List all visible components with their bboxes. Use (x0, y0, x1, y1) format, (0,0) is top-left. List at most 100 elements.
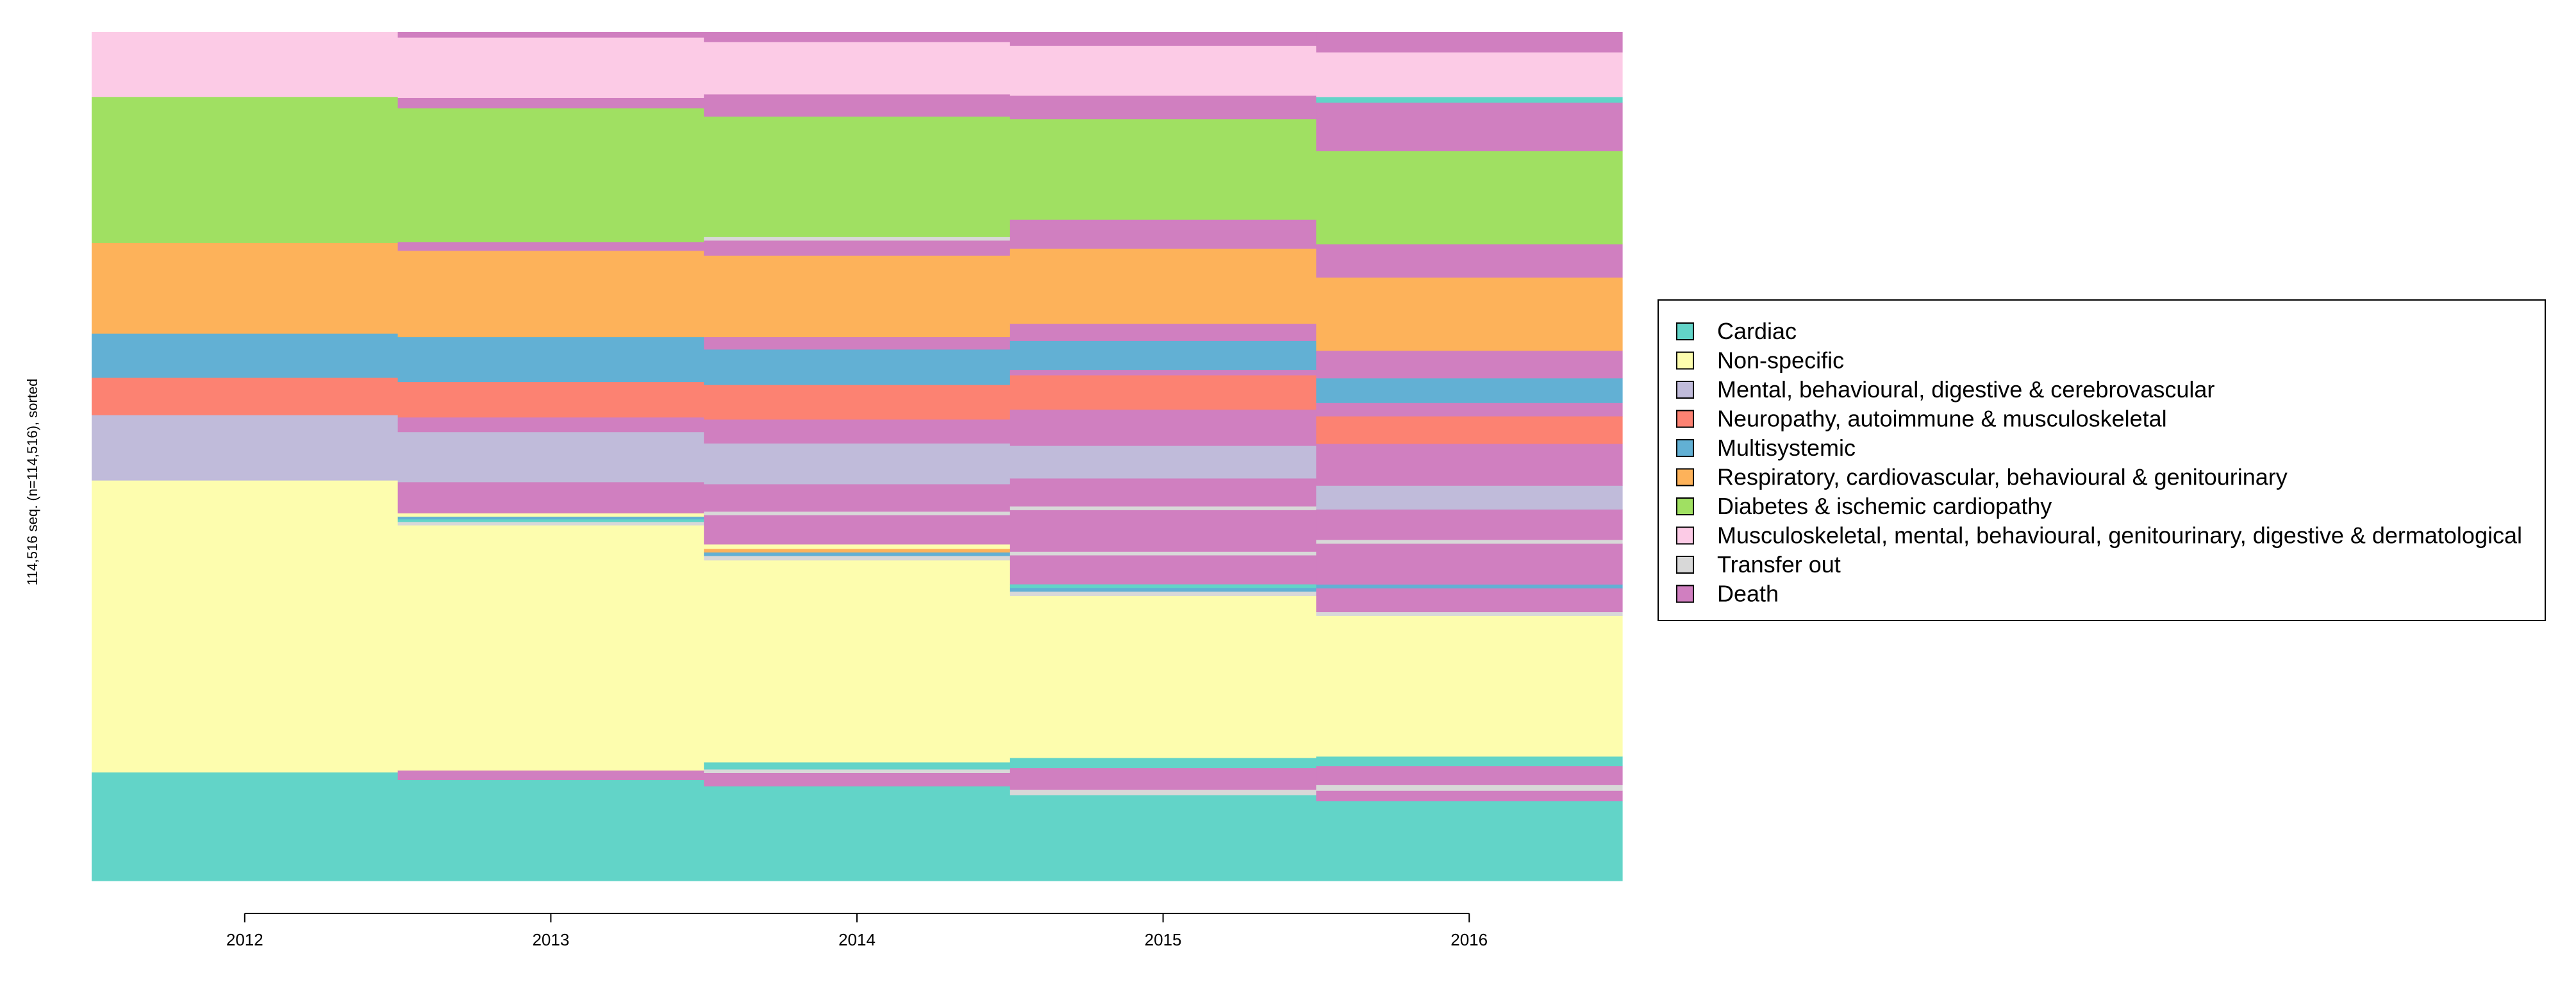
state-block-2015-19 (1010, 248, 1317, 324)
state-block-2016-3 (1316, 765, 1623, 785)
state-block-2016-21 (1316, 102, 1623, 151)
state-block-2015-5 (1010, 591, 1317, 596)
x-tick-label-2016: 2016 (1450, 930, 1488, 949)
state-block-2016-19 (1316, 244, 1623, 278)
x-tick-label-2012: 2012 (226, 930, 263, 949)
state-block-2014-22 (704, 42, 1011, 95)
x-tick-label-2015: 2015 (1145, 930, 1182, 949)
state-block-2015-20 (1010, 219, 1317, 249)
state-block-2013-9 (397, 417, 704, 433)
state-block-2013-15 (397, 97, 704, 109)
state-block-2016-0 (1316, 801, 1623, 881)
state-block-2016-17 (1316, 350, 1623, 379)
state-block-2012-7 (92, 32, 399, 97)
state-block-2016-8 (1316, 584, 1623, 588)
state-block-2016-15 (1316, 403, 1623, 417)
state-block-2016-22 (1316, 96, 1623, 103)
legend-swatch (1676, 410, 1694, 428)
state-block-2015-18 (1010, 323, 1317, 341)
state-block-2013-1 (397, 770, 704, 781)
state-block-2014-12 (704, 443, 1011, 485)
legend-swatch (1676, 439, 1694, 457)
state-block-2016-7 (1316, 588, 1623, 613)
state-block-2015-8 (1010, 554, 1317, 585)
state-block-2016-9 (1316, 543, 1623, 585)
state-block-2016-24 (1316, 32, 1623, 53)
state-block-2015-22 (1010, 95, 1317, 120)
state-block-2015-14 (1010, 409, 1317, 446)
state-block-2014-0 (704, 786, 1011, 881)
state-block-2014-18 (704, 240, 1011, 256)
state-block-2016-2 (1316, 785, 1623, 791)
state-block-2014-8 (704, 544, 1011, 549)
x-tick-label-2013: 2013 (532, 930, 569, 949)
state-block-2013-2 (397, 525, 704, 771)
y-axis-label: 114,516 seq. (n=114,516), sorted (24, 379, 40, 586)
state-block-2014-15 (704, 349, 1011, 385)
state-block-2012-3 (92, 377, 399, 415)
state-block-2015-24 (1010, 32, 1317, 46)
legend-label: Respiratory, cardiovascular, behavioural… (1717, 464, 2288, 490)
legend-label: Mental, behavioural, digestive & cerebro… (1717, 376, 2215, 403)
legend-swatch (1676, 468, 1694, 487)
state-block-2015-12 (1010, 478, 1317, 507)
state-block-2015-6 (1010, 587, 1317, 592)
legend-swatch (1676, 381, 1694, 399)
state-block-2015-9 (1010, 551, 1317, 556)
state-block-2013-6 (397, 513, 704, 517)
state-block-2014-19 (704, 237, 1011, 241)
state-block-2015-23 (1010, 46, 1317, 96)
state-block-2016-6 (1316, 612, 1623, 616)
state-block-2015-0 (1010, 794, 1317, 881)
state-block-2016-18 (1316, 277, 1623, 351)
state-block-2015-3 (1010, 758, 1317, 769)
state-block-2013-13 (397, 242, 704, 251)
legend-swatch (1676, 497, 1694, 515)
state-block-2014-10 (704, 511, 1011, 515)
state-block-2013-14 (397, 108, 704, 242)
state-block-2013-11 (397, 337, 704, 383)
legend-box (1658, 299, 2546, 621)
state-block-2016-20 (1316, 151, 1623, 245)
legend-swatch (1676, 322, 1694, 340)
state-block-2014-9 (704, 515, 1011, 545)
x-tick-label-2014: 2014 (838, 930, 876, 949)
legend-swatch (1676, 351, 1694, 370)
legend-swatch (1676, 556, 1694, 574)
state-block-2014-14 (704, 385, 1011, 420)
legend-label: Non-specific (1717, 347, 1844, 374)
state-block-2015-21 (1010, 119, 1317, 220)
state-block-2012-4 (92, 333, 399, 378)
state-block-2014-21 (704, 94, 1011, 117)
state-block-2014-7 (704, 548, 1011, 553)
state-block-2014-6 (704, 552, 1011, 556)
state-block-2015-15 (1010, 374, 1317, 410)
state-block-2012-1 (92, 480, 399, 773)
state-block-2013-12 (397, 250, 704, 338)
state-block-2014-16 (704, 337, 1011, 350)
state-block-2013-8 (397, 431, 704, 483)
legend-label: Musculoskeletal, mental, behavioural, ge… (1717, 522, 2522, 549)
state-block-2014-5 (704, 555, 1011, 561)
state-block-2013-7 (397, 481, 704, 513)
state-block-2013-3 (397, 521, 704, 526)
state-block-2014-3 (704, 761, 1011, 770)
legend-label: Multisystemic (1717, 435, 1856, 461)
state-block-2014-17 (704, 255, 1011, 338)
state-block-2012-5 (92, 242, 399, 334)
legend-label: Death (1717, 581, 1779, 607)
legend-swatch (1676, 585, 1694, 603)
state-block-2016-16 (1316, 378, 1623, 403)
state-block-2015-10 (1010, 510, 1317, 552)
state-block-2013-4 (397, 519, 704, 522)
state-block-2013-10 (397, 381, 704, 418)
state-block-2016-12 (1316, 485, 1623, 510)
state-block-2012-0 (92, 772, 399, 881)
state-block-2014-20 (704, 116, 1011, 237)
state-block-2015-13 (1010, 445, 1317, 479)
state-block-2016-10 (1316, 539, 1623, 544)
legend-label: Neuropathy, autoimmune & musculoskeletal (1717, 406, 2167, 432)
legend-swatch (1676, 526, 1694, 545)
plot-area (92, 32, 1623, 881)
